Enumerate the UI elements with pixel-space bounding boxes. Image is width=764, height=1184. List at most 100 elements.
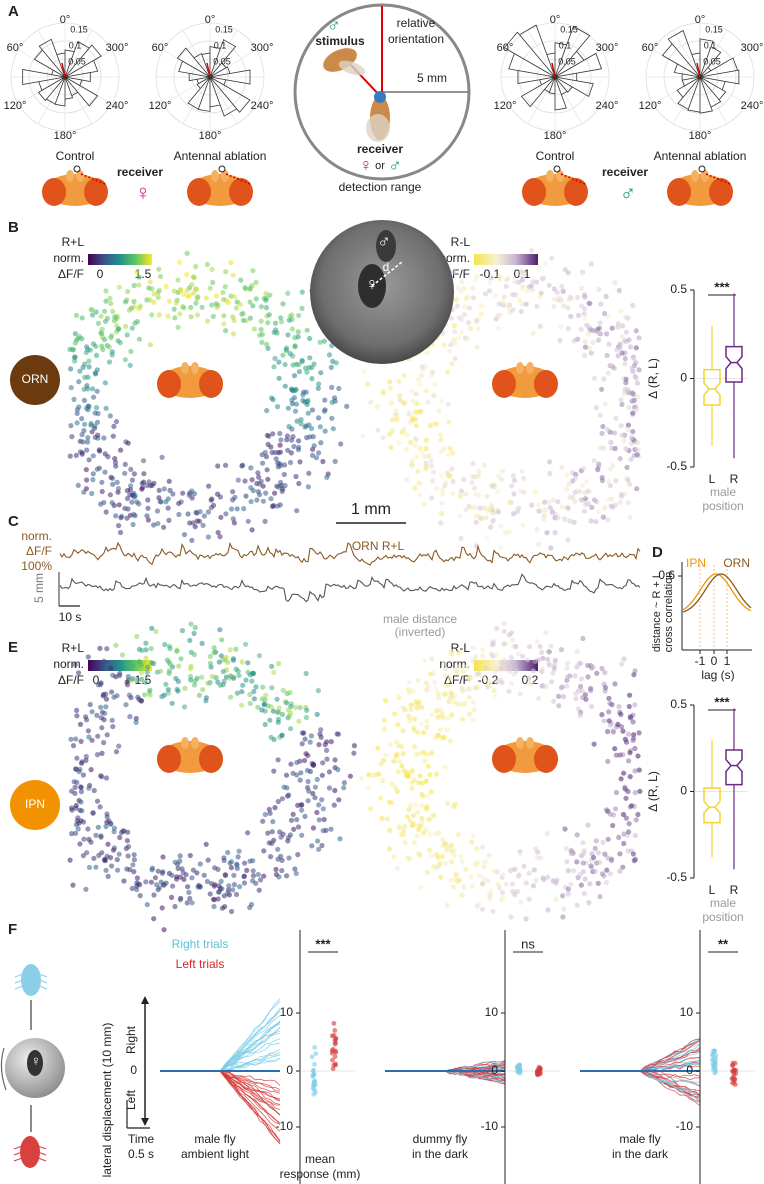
activity-dot (147, 692, 153, 698)
activity-dot (443, 691, 449, 697)
activity-dot (586, 331, 592, 337)
activity-dot (483, 665, 489, 671)
activity-dot (459, 316, 465, 322)
activity-dot (189, 875, 195, 881)
activity-dot (149, 312, 155, 318)
activity-dot (230, 516, 236, 522)
activity-dot (484, 534, 490, 541)
activity-dot (151, 291, 157, 297)
activity-dot (188, 314, 194, 320)
activity-dot (147, 687, 153, 693)
polar-angle: 0° (550, 14, 561, 26)
activity-dot (134, 883, 140, 889)
activity-dot (299, 357, 305, 364)
activity-dot (111, 825, 117, 831)
activity-dot (602, 505, 608, 511)
activity-dot (542, 260, 548, 266)
arrow-head (141, 1118, 149, 1126)
activity-dot (374, 403, 380, 410)
activity-dot (234, 690, 240, 696)
polar-radius: 0.05 (703, 56, 721, 66)
activity-dot (581, 352, 588, 359)
activity-dot (304, 707, 310, 713)
fly-eye (522, 178, 546, 206)
activity-dot (436, 830, 442, 836)
activity-dot (424, 718, 430, 725)
activity-dot (490, 641, 496, 647)
activity-dot (449, 859, 455, 865)
activity-dot (264, 341, 270, 347)
activity-dot (83, 467, 89, 473)
activity-dot (83, 349, 89, 356)
activity-dot (255, 704, 261, 710)
activity-dot (324, 747, 330, 754)
activity-dot (272, 490, 278, 496)
activity-dot (635, 447, 641, 453)
stimulus-label: stimulus (315, 34, 365, 48)
activity-dot (374, 771, 380, 778)
activity-dot (299, 305, 305, 311)
activity-dot (211, 903, 217, 910)
activity-dot (419, 815, 425, 822)
fly-antenna (221, 170, 229, 182)
mean-response-dot (311, 1091, 317, 1097)
rotation-arrow (0, 1047, 7, 1091)
activity-dot (595, 850, 602, 856)
activity-dot (308, 733, 314, 739)
polar-angle: 240° (251, 100, 274, 112)
activity-dot (245, 830, 251, 836)
activity-dot (284, 873, 290, 879)
trial-trace (160, 1057, 281, 1072)
mean-response-dot (312, 1082, 318, 1088)
activity-dot (125, 844, 132, 850)
mean-response-dot (332, 1041, 338, 1047)
colorbar-title: R+L (62, 641, 85, 655)
activity-dot (237, 884, 243, 890)
activity-dot (386, 846, 392, 852)
activity-dot (324, 739, 330, 745)
activity-dot (128, 466, 134, 472)
activity-dot (519, 277, 526, 283)
activity-dot (461, 311, 468, 318)
activity-dot (620, 811, 627, 818)
activity-dot (351, 743, 357, 749)
fly-antenna (556, 170, 564, 182)
activity-dot (260, 460, 266, 466)
activity-dot (285, 447, 291, 453)
activity-dot (623, 314, 629, 320)
activity-dot (93, 343, 99, 349)
fly-leg (37, 1145, 47, 1150)
activity-dot (280, 687, 286, 693)
polar-radius: 0.15 (705, 24, 723, 34)
activity-dot (336, 385, 342, 392)
activity-dot (406, 411, 412, 417)
activity-dot (573, 471, 579, 477)
activity-dot (439, 510, 445, 517)
activity-dot (415, 677, 421, 684)
activity-dot (476, 469, 482, 475)
activity-dot (147, 279, 153, 285)
activity-dot (595, 880, 601, 887)
activity-dot (571, 338, 578, 344)
activity-dot (301, 389, 307, 395)
condition-label: Antennal ablation (174, 149, 267, 163)
activity-dot (236, 848, 242, 854)
activity-dot (555, 514, 561, 521)
activity-dot (130, 676, 136, 682)
y-tick-label: 0 (680, 371, 687, 385)
activity-dot (538, 855, 544, 861)
activity-dot (380, 435, 386, 441)
activity-dot (428, 463, 434, 469)
activity-dot (236, 672, 242, 679)
activity-dot (118, 830, 125, 836)
activity-dot (461, 477, 467, 483)
activity-dot (70, 882, 76, 888)
activity-dot (78, 799, 84, 805)
activity-dot (458, 289, 464, 295)
activity-dot (94, 712, 100, 719)
activity-dot (127, 867, 133, 873)
activity-dot (457, 513, 463, 519)
trial-trace (160, 1070, 281, 1100)
activity-dot (456, 649, 462, 656)
activity-dot (115, 486, 121, 492)
